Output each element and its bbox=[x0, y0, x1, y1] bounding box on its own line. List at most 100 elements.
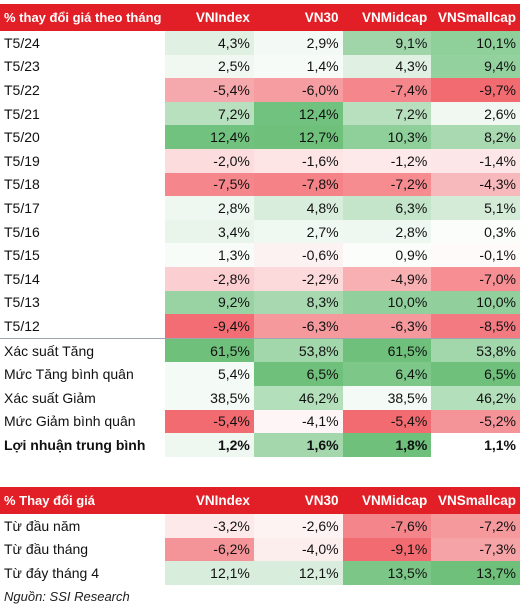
table-row: T5/19 -2,0% -1,6% -1,2% -1,4% bbox=[0, 148, 520, 173]
value-cell: 4,3% bbox=[342, 54, 432, 79]
table-row: Lợi nhuận trung bình 1,2% 1,6% 1,8% 1,1% bbox=[0, 433, 520, 457]
value-cell: -6,2% bbox=[165, 537, 254, 561]
value-cell: 12,1% bbox=[165, 561, 254, 585]
table-row: T5/16 3,4% 2,7% 2,8% 0,3% bbox=[0, 219, 520, 244]
table-row: Từ đầu năm -3,2% -2,6% -7,6% -7,2% bbox=[0, 514, 520, 538]
ytd-table-header: % Thay đổi giá VNIndex VN30 VNMidcap VNS… bbox=[0, 487, 520, 514]
monthly-change-table: % thay đổi giá theo tháng VNIndex VN30 V… bbox=[0, 4, 520, 457]
value-cell: 7,2% bbox=[165, 101, 254, 126]
row-label: Lợi nhuận trung bình bbox=[0, 433, 166, 457]
table-row: T5/24 4,3% 2,9% 9,1% 10,1% bbox=[0, 31, 520, 55]
value-cell: 13,7% bbox=[431, 561, 520, 585]
value-cell: -6,3% bbox=[253, 314, 343, 338]
value-cell: -4,0% bbox=[253, 537, 343, 561]
value-cell: -7,4% bbox=[342, 78, 432, 102]
value-cell: 6,5% bbox=[431, 362, 520, 386]
row-label: T5/23 bbox=[0, 54, 166, 79]
value-cell: 4,3% bbox=[165, 31, 254, 55]
value-cell: 9,4% bbox=[431, 54, 520, 79]
value-cell: 3,4% bbox=[165, 219, 254, 244]
value-cell: -7,0% bbox=[431, 266, 520, 291]
value-cell: -7,5% bbox=[165, 172, 254, 197]
header-vnindex: VNIndex bbox=[165, 4, 254, 31]
header-vnmidcap: VNMidcap bbox=[342, 487, 432, 514]
value-cell: -2,0% bbox=[165, 148, 254, 173]
value-cell: -1,4% bbox=[431, 148, 520, 173]
value-cell: -4,9% bbox=[342, 266, 432, 291]
row-label: T5/13 bbox=[0, 290, 166, 315]
value-cell: 1,3% bbox=[165, 243, 254, 267]
header-vn30: VN30 bbox=[253, 487, 343, 514]
row-label: T5/20 bbox=[0, 125, 166, 149]
row-label: T5/14 bbox=[0, 266, 166, 291]
header-vnindex: VNIndex bbox=[165, 487, 254, 514]
value-cell: 61,5% bbox=[342, 337, 432, 363]
value-cell: -4,3% bbox=[431, 172, 520, 197]
value-cell: 4,8% bbox=[253, 196, 343, 220]
value-cell: 53,8% bbox=[431, 337, 520, 363]
value-cell: 1,8% bbox=[342, 433, 432, 457]
header-vn30: VN30 bbox=[253, 4, 343, 31]
row-label: Từ đáy tháng 4 bbox=[0, 561, 166, 585]
table-row: T5/17 2,8% 4,8% 6,3% 5,1% bbox=[0, 196, 520, 220]
value-cell: 38,5% bbox=[165, 385, 254, 410]
value-cell: -5,2% bbox=[431, 409, 520, 434]
value-cell: -4,1% bbox=[253, 409, 343, 434]
table-row: T5/21 7,2% 12,4% 7,2% 2,6% bbox=[0, 101, 520, 126]
value-cell: 8,3% bbox=[253, 290, 343, 315]
row-label: Từ đầu tháng bbox=[0, 537, 166, 561]
header-vnsmallcap: VNSmallcap bbox=[431, 4, 520, 31]
value-cell: -2,6% bbox=[253, 514, 343, 538]
table-row: Mức Tăng bình quân 5,4% 6,5% 6,4% 6,5% bbox=[0, 362, 520, 386]
row-label: T5/19 bbox=[0, 148, 166, 173]
row-label: T5/22 bbox=[0, 78, 166, 102]
value-cell: 46,2% bbox=[431, 385, 520, 410]
value-cell: 12,4% bbox=[253, 101, 343, 126]
value-cell: 2,5% bbox=[165, 54, 254, 79]
value-cell: -0,1% bbox=[431, 243, 520, 267]
value-cell: -9,7% bbox=[431, 78, 520, 102]
value-cell: 5,1% bbox=[431, 196, 520, 220]
value-cell: -5,4% bbox=[342, 409, 432, 434]
value-cell: -7,2% bbox=[342, 172, 432, 197]
value-cell: 7,2% bbox=[342, 101, 432, 126]
value-cell: 10,3% bbox=[342, 125, 432, 149]
value-cell: 38,5% bbox=[342, 385, 432, 410]
value-cell: 6,3% bbox=[342, 196, 432, 220]
row-label: T5/24 bbox=[0, 31, 166, 55]
value-cell: -2,2% bbox=[253, 266, 343, 291]
value-cell: -1,2% bbox=[342, 148, 432, 173]
value-cell: -9,4% bbox=[165, 314, 254, 338]
value-cell: -0,6% bbox=[253, 243, 343, 267]
value-cell: 1,4% bbox=[253, 54, 343, 79]
source-note: Nguồn: SSI Research bbox=[4, 589, 130, 604]
value-cell: 0,3% bbox=[431, 219, 520, 244]
value-cell: 6,4% bbox=[342, 362, 432, 386]
value-cell: 2,8% bbox=[342, 219, 432, 244]
value-cell: 12,1% bbox=[253, 561, 343, 585]
table-row: Xác suất Tăng 61,5% 53,8% 61,5% 53,8% bbox=[0, 337, 520, 363]
value-cell: -5,4% bbox=[165, 78, 254, 102]
table-row: T5/12 -9,4% -6,3% -6,3% -8,5% bbox=[0, 314, 520, 338]
value-cell: 1,1% bbox=[431, 433, 520, 457]
row-label: Xác suất Giảm bbox=[0, 385, 166, 410]
value-cell: 10,0% bbox=[431, 290, 520, 315]
header-period: % thay đổi giá theo tháng bbox=[0, 4, 166, 31]
row-label: Mức Tăng bình quân bbox=[0, 362, 166, 386]
table-row: T5/22 -5,4% -6,0% -7,4% -9,7% bbox=[0, 78, 520, 102]
monthly-table-header: % thay đổi giá theo tháng VNIndex VN30 V… bbox=[0, 4, 520, 31]
table-row: Mức Giảm bình quân -5,4% -4,1% -5,4% -5,2% bbox=[0, 409, 520, 434]
table-row: T5/18 -7,5% -7,8% -7,2% -4,3% bbox=[0, 172, 520, 197]
table-row: Từ đáy tháng 4 12,1% 12,1% 13,5% 13,7% bbox=[0, 561, 520, 585]
value-cell: 10,1% bbox=[431, 31, 520, 55]
row-label: T5/18 bbox=[0, 172, 166, 197]
table-row: T5/23 2,5% 1,4% 4,3% 9,4% bbox=[0, 54, 520, 79]
value-cell: -7,3% bbox=[431, 537, 520, 561]
value-cell: 61,5% bbox=[165, 337, 254, 363]
value-cell: -9,1% bbox=[342, 537, 432, 561]
value-cell: -7,2% bbox=[431, 514, 520, 538]
ytd-change-table: % Thay đổi giá VNIndex VN30 VNMidcap VNS… bbox=[0, 487, 520, 585]
value-cell: -6,0% bbox=[253, 78, 343, 102]
value-cell: 2,8% bbox=[165, 196, 254, 220]
row-label: Xác suất Tăng bbox=[0, 337, 166, 363]
